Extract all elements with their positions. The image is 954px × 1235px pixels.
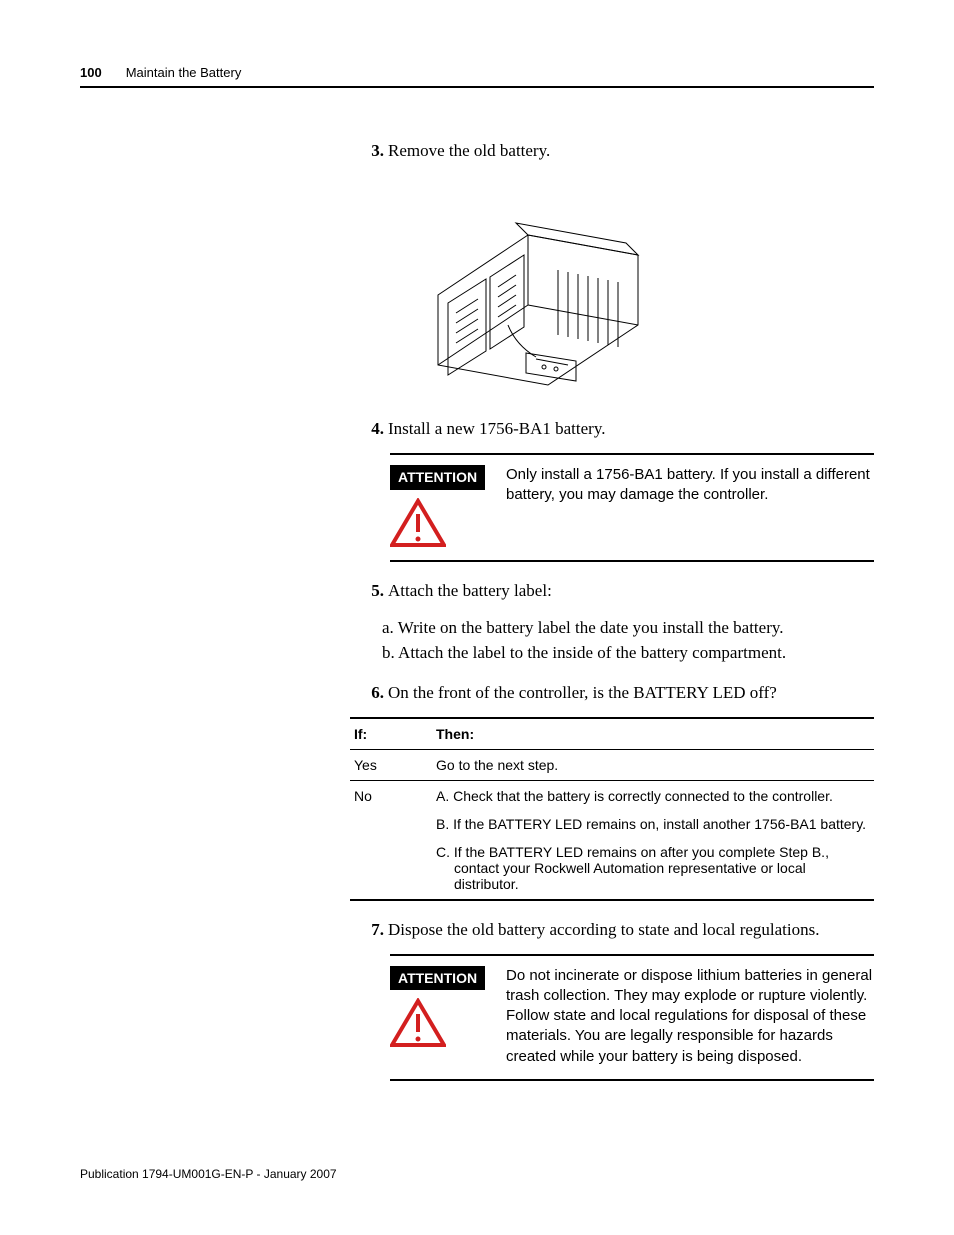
table-cell-then: Go to the next step. xyxy=(436,757,874,773)
step-text: On the front of the controller, is the B… xyxy=(388,682,874,705)
attention-callout-2: ATTENTION Do not incinerate or dispose l… xyxy=(390,954,874,1081)
step-text: Attach the battery label: xyxy=(388,580,874,603)
attention-text: Do not incinerate or dispose lithium bat… xyxy=(506,966,874,1067)
page-content: 3. Remove the old battery. xyxy=(360,140,874,1099)
table-cell-line: Go to the next step. xyxy=(436,757,874,773)
step-text: Remove the old battery. xyxy=(388,140,874,163)
step-6: 6. On the front of the controller, is th… xyxy=(360,682,874,705)
table-cell-line: B. If the BATTERY LED remains on, instal… xyxy=(436,816,874,832)
attention-callout-1: ATTENTION Only install a 1756-BA1 batter… xyxy=(390,453,874,562)
step-3: 3. Remove the old battery. xyxy=(360,140,874,163)
step-number: 6. xyxy=(360,682,384,705)
table-cell-line: A. Check that the battery is correctly c… xyxy=(436,788,874,804)
step-4: 4. Install a new 1756-BA1 battery. xyxy=(360,418,874,441)
controller-line-drawing-icon xyxy=(408,175,668,395)
header-rule xyxy=(80,86,874,88)
table-row: No A. Check that the battery is correctl… xyxy=(350,781,874,901)
step-5b: b. Attach the label to the inside of the… xyxy=(382,640,874,666)
section-title: Maintain the Battery xyxy=(126,65,242,80)
table-col-header-if: If: xyxy=(350,726,436,742)
attention-text: Only install a 1756-BA1 battery. If you … xyxy=(506,465,874,548)
table-col-header-then: Then: xyxy=(436,726,874,742)
warning-triangle-icon xyxy=(390,998,446,1048)
step-number: 4. xyxy=(360,418,384,441)
publication-footer: Publication 1794-UM001G-EN-P - January 2… xyxy=(80,1167,337,1181)
step-number: 3. xyxy=(360,140,384,163)
table-cell-if: No xyxy=(350,788,436,892)
step-number: 5. xyxy=(360,580,384,603)
step-5a: a. Write on the battery label the date y… xyxy=(382,615,874,641)
page-number: 100 xyxy=(80,65,102,80)
device-figure xyxy=(408,175,874,400)
table-cell-line: C. If the BATTERY LED remains on after y… xyxy=(436,844,874,892)
table-cell-then: A. Check that the battery is correctly c… xyxy=(436,788,874,892)
decision-table: If: Then: Yes Go to the next step. No A.… xyxy=(350,717,874,901)
warning-triangle-icon xyxy=(390,498,446,548)
running-header: 100 Maintain the Battery xyxy=(80,65,874,80)
attention-label: ATTENTION xyxy=(390,966,485,991)
table-header-row: If: Then: xyxy=(350,719,874,750)
table-cell-if: Yes xyxy=(350,757,436,773)
step-number: 7. xyxy=(360,919,384,942)
attention-label: ATTENTION xyxy=(390,465,485,490)
step-7: 7. Dispose the old battery according to … xyxy=(360,919,874,942)
table-row: Yes Go to the next step. xyxy=(350,750,874,781)
step-text: Dispose the old battery according to sta… xyxy=(388,919,874,942)
step-5: 5. Attach the battery label: xyxy=(360,580,874,603)
step-text: Install a new 1756-BA1 battery. xyxy=(388,418,874,441)
